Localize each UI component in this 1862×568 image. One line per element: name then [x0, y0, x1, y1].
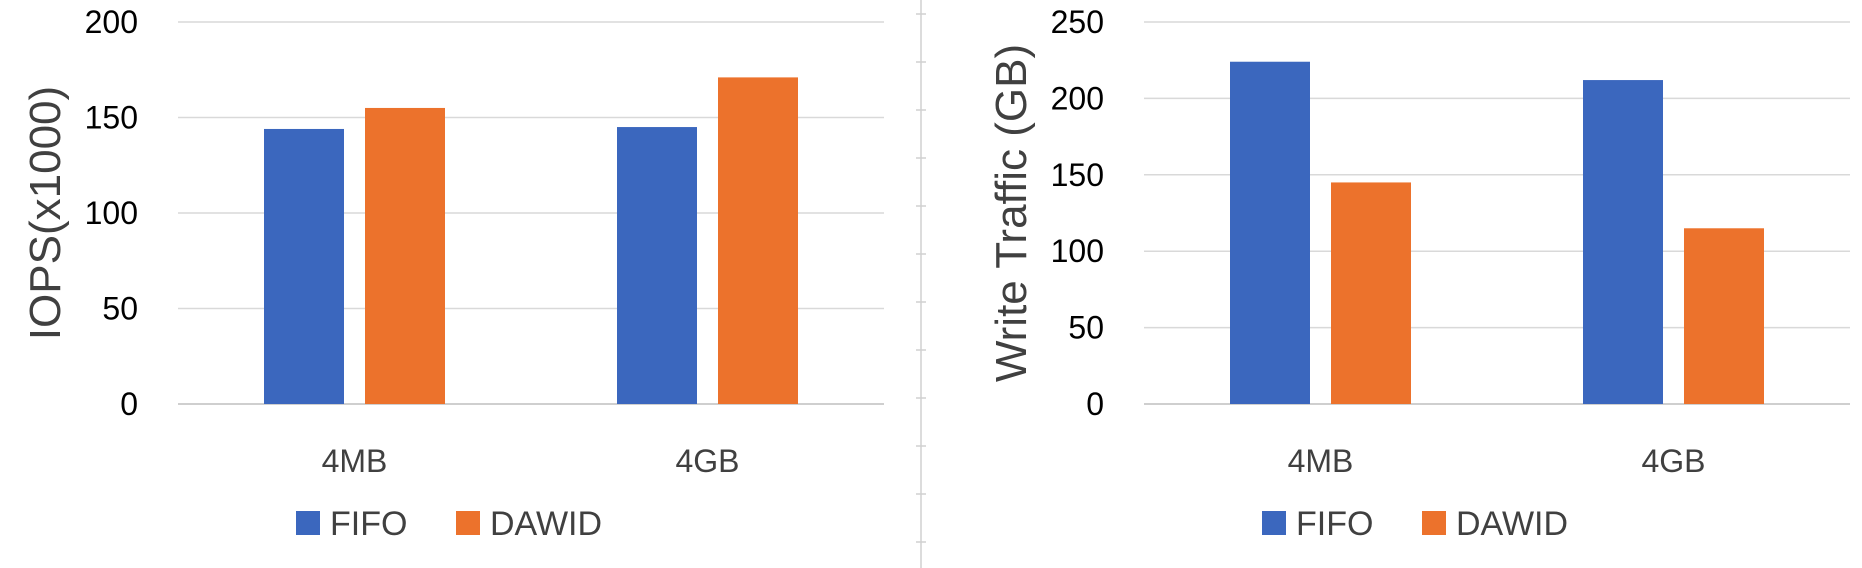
- bar-dawid-4gb: [718, 77, 798, 404]
- write-traffic-chart: 0 50 100 150 200 250 Write Traffic (GB) 4MB 4GB F…: [987, 4, 1850, 543]
- bar-fifo-4gb: [617, 127, 697, 405]
- y-tick-label: 150: [85, 100, 138, 136]
- legend-label-fifo: FIFO: [1296, 505, 1373, 543]
- y-tick-label: 150: [1051, 157, 1104, 193]
- bar-fifo-4mb: [264, 128, 344, 404]
- y-tick-label: 50: [102, 291, 138, 327]
- legend-label-fifo: FIFO: [330, 505, 407, 543]
- legend-label-dawid: DAWID: [1456, 505, 1568, 543]
- y-tick-label: 250: [1051, 4, 1104, 40]
- y-tick-label: 200: [85, 4, 138, 40]
- x-category-label: 4MB: [1288, 443, 1354, 479]
- x-category-label: 4GB: [1641, 443, 1705, 479]
- y-axis-title: IOPS(x1000): [21, 86, 70, 340]
- y-tick-label: 100: [1051, 233, 1104, 269]
- bar-fifo-4mb: [1230, 61, 1310, 405]
- y-axis-title: Write Traffic (GB): [987, 44, 1036, 382]
- y-tick-label: 0: [120, 386, 138, 422]
- legend-swatch-fifo: [296, 511, 320, 535]
- legend-label-dawid: DAWID: [490, 505, 602, 543]
- y-tick-label: 200: [1051, 80, 1104, 116]
- legend-swatch-dawid: [456, 511, 480, 535]
- y-tick-label: 0: [1086, 386, 1104, 422]
- iops-chart: 0 50 100 150 200 IOPS(x1000) 4MB 4GB FIFO DAWID: [21, 4, 884, 543]
- x-category-label: 4MB: [322, 443, 388, 479]
- y-tick-label: 50: [1068, 310, 1104, 346]
- bar-dawid-4mb: [365, 107, 445, 404]
- y-tick-label: 100: [85, 195, 138, 231]
- bar-dawid-4gb: [1684, 228, 1764, 404]
- x-category-label: 4GB: [675, 443, 739, 479]
- bar-fifo-4gb: [1583, 80, 1663, 405]
- legend-swatch-dawid: [1422, 511, 1446, 535]
- bar-dawid-4mb: [1331, 182, 1411, 404]
- legend-swatch-fifo: [1262, 511, 1286, 535]
